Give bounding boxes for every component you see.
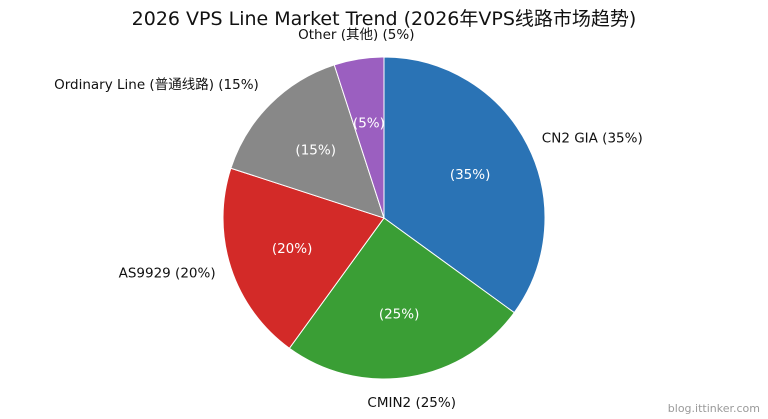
slice-percent-label-as9929: (20%)	[272, 241, 313, 257]
pie-slice-cn2-gia	[383, 56, 546, 314]
slice-label-cn2-gia: CN2 GIA (35%)	[542, 131, 643, 147]
slice-percent-label-cn2-gia: (35%)	[450, 167, 491, 183]
slice-percent-label-ordinary-line: (15%)	[295, 143, 336, 159]
slice-label-other: Other (其他) (5%)	[298, 27, 414, 43]
pie-slice-as9929	[222, 167, 385, 349]
slice-percent-label-other: (5%)	[353, 116, 385, 132]
pie-slice-cmin2	[288, 217, 515, 380]
slice-label-cmin2: CMIN2 (25%)	[367, 395, 456, 411]
slice-label-as9929: AS9929 (20%)	[119, 266, 216, 282]
slice-percent-label-cmin2: (25%)	[379, 306, 420, 322]
pie-slice-ordinary-line	[230, 64, 385, 219]
pie-slice-other	[333, 56, 385, 219]
watermark: blog.ittinker.com	[667, 402, 760, 415]
chart-title: 2026 VPS Line Market Trend (2026年VPS线路市场…	[131, 8, 637, 30]
slice-label-ordinary-line: Ordinary Line (普通线路) (15%)	[54, 77, 259, 93]
